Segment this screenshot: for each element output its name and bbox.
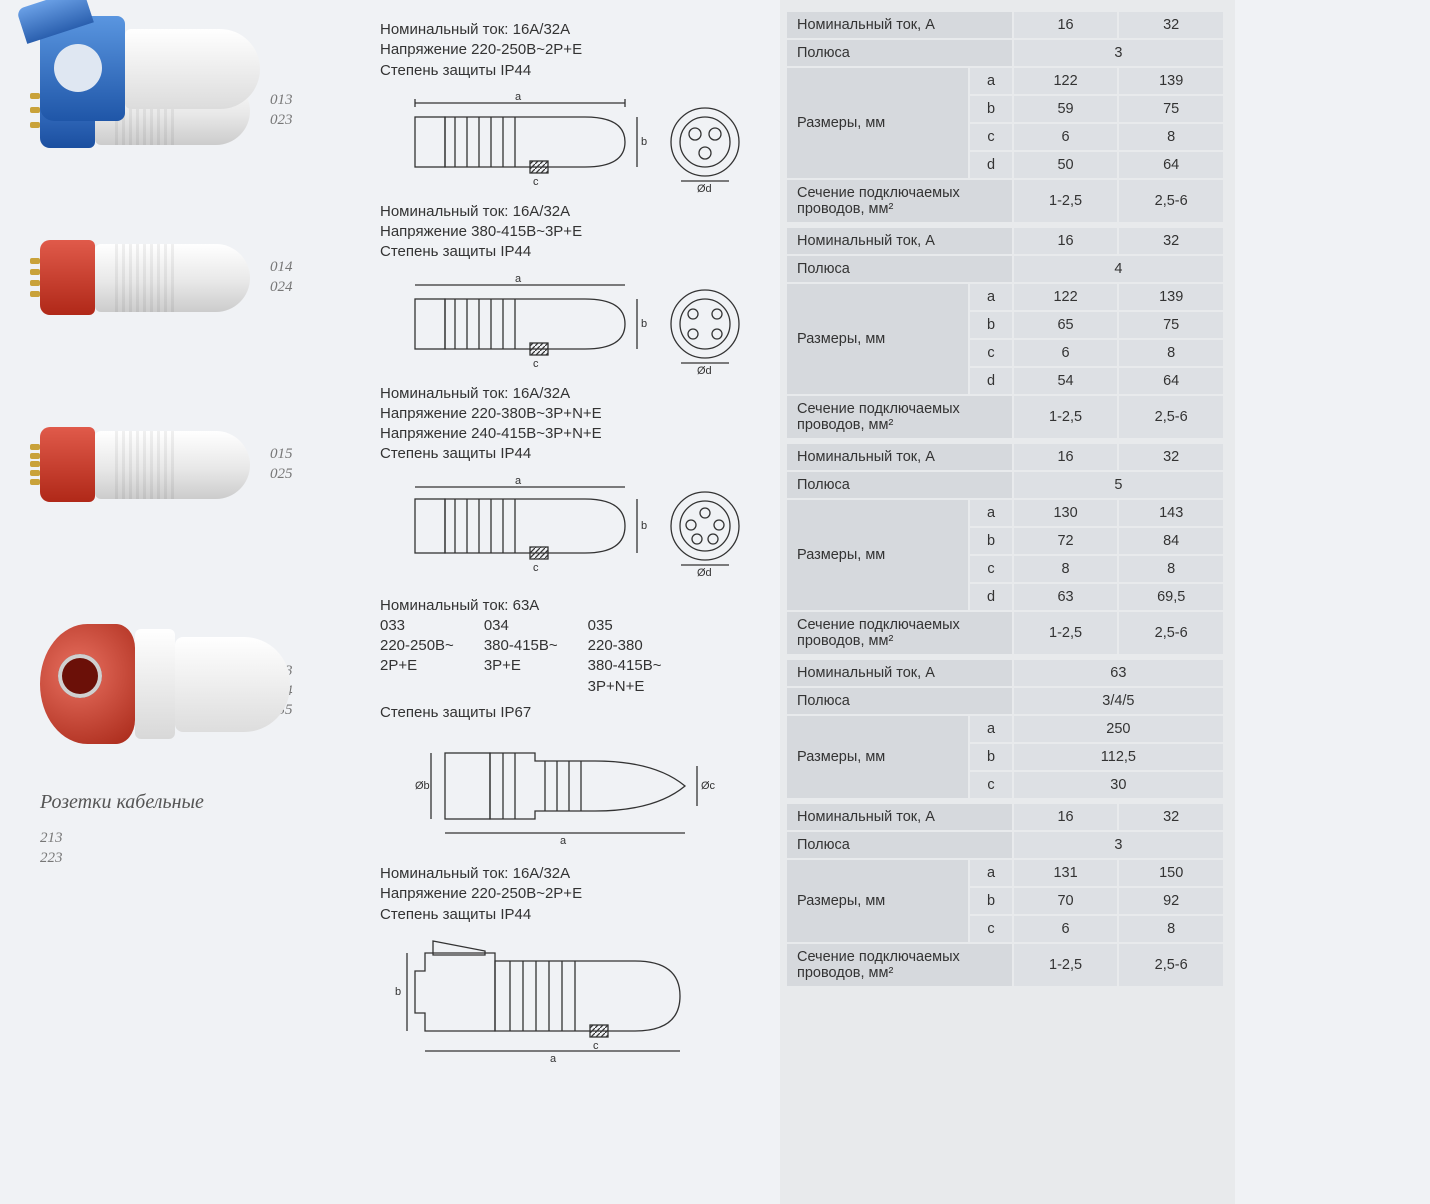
svg-text:c: c — [533, 176, 539, 188]
product-015-025: 015 025 — [40, 412, 365, 517]
svg-text:b: b — [641, 520, 647, 532]
spec-block-2: Номинальный ток: 16А/32А Напряжение 380-… — [380, 202, 770, 263]
spec-diagram-column: Номинальный ток: 16А/32А Напряжение 220-… — [380, 0, 780, 1204]
svg-text:Ød: Ød — [697, 183, 712, 194]
spec-block-5: Номинальный ток: 16А/32А Напряжение 220-… — [380, 854, 770, 925]
socket-image-blue — [40, 8, 270, 143]
product-codes: 014 024 — [270, 258, 293, 297]
svg-text:Øc: Øc — [701, 780, 716, 792]
product-codes: 213 223 — [40, 829, 63, 868]
product-213-223: 213 223 — [40, 829, 365, 868]
section-title-sockets: Розетки кабельные — [40, 791, 365, 814]
svg-text:c: c — [533, 358, 539, 370]
svg-text:Ød: Ød — [697, 567, 712, 578]
variant-033: 033 220-250В~ 2P+E — [380, 616, 454, 697]
plug-pins-icon — [30, 256, 40, 300]
svg-text:Øb: Øb — [415, 780, 430, 792]
svg-text:a: a — [560, 835, 567, 846]
spec-block-1: Номинальный ток: 16А/32А Напряжение 220-… — [380, 20, 770, 81]
svg-text:b: b — [395, 986, 401, 998]
svg-text:a: a — [550, 1053, 557, 1063]
svg-text:a: a — [515, 475, 522, 487]
plug-image-red-5pin — [40, 412, 270, 517]
svg-text:Ød: Ød — [697, 365, 712, 376]
spec-table: Номинальный ток, А1632Полюса3Размеры, мм… — [785, 10, 1225, 988]
product-photo-column: Вилки 013 023 014 — [0, 0, 380, 1204]
spec-block-4: Номинальный ток: 63А 033 220-250В~ 2P+E … — [380, 586, 770, 724]
plug-image-red-4pin — [40, 225, 270, 330]
svg-text:b: b — [641, 318, 647, 330]
variant-035: 035 220-380 380-415В~ 3P+N+E — [588, 616, 662, 697]
technical-drawing-1: a b c Ød — [380, 89, 770, 194]
product-codes: 015 025 — [270, 445, 293, 484]
technical-drawing-5: b a c — [380, 933, 770, 1063]
svg-text:b: b — [641, 136, 647, 148]
product-033-035: 033 034 035 — [40, 604, 365, 779]
plug-image-red-63a — [40, 604, 270, 779]
product-014-024: 014 024 — [40, 225, 365, 330]
plug-pins-icon — [30, 443, 40, 487]
svg-text:c: c — [533, 562, 539, 574]
technical-drawing-2: a b c Ød — [380, 271, 770, 376]
plug-pins-icon — [30, 89, 40, 133]
technical-drawing-4: Øb Øc a — [380, 731, 770, 846]
technical-drawing-3: a b c Ød — [380, 473, 770, 578]
spec-block-3: Номинальный ток: 16А/32А Напряжение 220-… — [380, 384, 770, 465]
specification-tables: Номинальный ток, А1632Полюса3Размеры, мм… — [780, 0, 1235, 1204]
variant-034: 034 380-415В~ 3P+E — [484, 616, 558, 697]
product-codes: 013 023 — [270, 91, 293, 130]
svg-text:c: c — [593, 1040, 599, 1052]
svg-text:a: a — [515, 91, 522, 103]
svg-text:a: a — [515, 273, 522, 285]
